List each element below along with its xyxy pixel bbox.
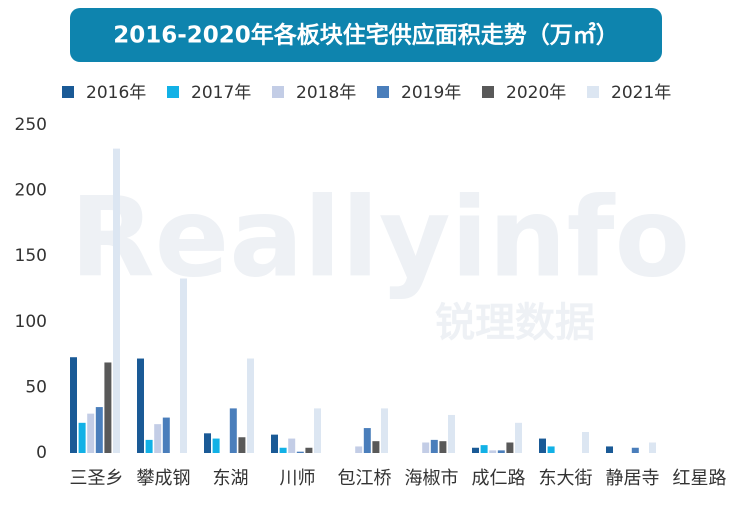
legend-swatch: [272, 86, 284, 98]
bar: [70, 357, 77, 453]
bar: [104, 362, 112, 453]
x-tick-label: 川师: [280, 468, 316, 489]
bar: [649, 442, 656, 453]
bar: [204, 433, 211, 453]
x-tick-label: 红星路: [673, 468, 727, 489]
bar: [539, 438, 546, 453]
bar: [238, 437, 246, 453]
bar: [489, 450, 497, 453]
x-tick-label: 东大街: [539, 468, 593, 489]
bar: [381, 408, 388, 453]
legend-label: 2019年: [401, 83, 461, 103]
legend-swatch: [62, 86, 74, 98]
legend-label: 2016年: [86, 83, 146, 103]
bar: [113, 148, 120, 453]
legend-label: 2020年: [506, 83, 566, 103]
bar: [506, 442, 514, 453]
bar: [288, 438, 296, 453]
bar: [87, 413, 95, 453]
watermark: Reallyinfo: [70, 173, 690, 301]
bar: [296, 451, 304, 453]
bar: [582, 432, 589, 453]
legend-swatch: [377, 86, 389, 98]
bar: [439, 441, 447, 453]
bar: [606, 446, 613, 453]
bar: [363, 428, 371, 453]
bar: [212, 438, 220, 453]
bar: [137, 358, 144, 453]
y-tick-label: 100: [15, 312, 47, 332]
bar: [631, 447, 639, 453]
legend-swatch: [587, 86, 599, 98]
y-tick-label: 250: [15, 115, 47, 135]
y-tick-label: 0: [36, 443, 47, 463]
watermark-sub: 锐理数据: [435, 300, 595, 346]
legend-label: 2018年: [296, 83, 356, 103]
bar: [497, 450, 505, 453]
x-tick-label: 成仁路: [472, 468, 526, 489]
bar: [547, 446, 555, 453]
bar: [229, 408, 237, 453]
legend-label: 2017年: [191, 83, 251, 103]
y-tick-label: 150: [15, 246, 47, 266]
bar: [279, 447, 287, 453]
bar: [247, 358, 254, 453]
bar: [515, 422, 522, 453]
bar: [154, 424, 162, 453]
chart-title: 2016-2020年各板块住宅供应面积走势（万㎡）: [113, 22, 619, 49]
legend-swatch: [482, 86, 494, 98]
y-tick-label: 200: [15, 181, 47, 201]
bar: [430, 439, 438, 453]
bar: [448, 414, 455, 453]
x-tick-label: 静居寺: [606, 468, 660, 489]
bar: [180, 278, 187, 453]
bar: [78, 422, 86, 453]
x-tick-label: 三圣乡: [70, 468, 124, 489]
bar: [145, 439, 153, 453]
x-tick-label: 海椒市: [405, 468, 459, 489]
bar: [355, 446, 363, 453]
x-tick-label: 东湖: [213, 468, 249, 489]
bar: [305, 447, 313, 453]
bar: [480, 445, 488, 453]
bar: [271, 434, 278, 453]
legend-swatch: [167, 86, 179, 98]
y-tick-label: 50: [25, 377, 47, 397]
bar: [162, 417, 170, 453]
bar: [95, 407, 103, 453]
legend-label: 2021年: [611, 83, 671, 103]
x-tick-label: 攀成钢: [137, 468, 191, 489]
title-box: [70, 8, 662, 62]
bar: [472, 447, 479, 453]
x-tick-label: 包江桥: [338, 468, 392, 489]
bar: [422, 442, 430, 453]
bar: [314, 408, 321, 453]
bar: [372, 441, 380, 453]
